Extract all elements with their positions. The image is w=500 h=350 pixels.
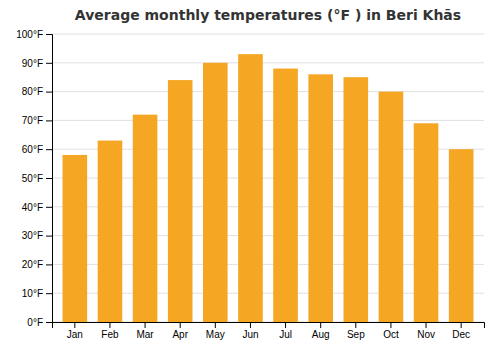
tick: Mar [136,322,154,340]
bar [379,92,404,322]
tick-label: Sep [347,329,365,340]
tick-label: Aug [312,329,330,340]
tick-label: Oct [383,329,399,340]
axis-line [46,35,53,323]
tick-mark [390,322,391,328]
bar [449,149,474,322]
tick-mark [46,34,52,35]
tick: Feb [101,322,119,340]
tick-label: Nov [417,329,435,340]
y-axis: 0°F 10°F 20°F 30°F 40°F 50°F 60°F 70°F 80°F 90°F 1… [16,29,52,328]
tick: 20°F [22,259,52,270]
tick: Apr [172,322,188,340]
tick-label: 80°F [22,86,43,97]
tick-mark [215,322,216,328]
tick: Oct [383,322,399,340]
tick: Jan [67,322,83,340]
tick-label: 30°F [22,230,43,241]
tick-mark [109,322,110,328]
tick-label: May [206,329,225,340]
grid [52,34,484,322]
tick: 50°F [22,173,52,184]
grid-line [52,34,484,35]
grid-line [52,120,484,121]
tick-label: Feb [101,329,119,340]
tick-mark [461,322,462,328]
bar [414,123,439,322]
tick-label: Jan [67,329,83,340]
x-axis: Jan Feb Mar Apr May Jun Jul Aug Sep Oct Nov Dec [53,322,485,340]
tick: 0°F [27,317,52,328]
tick-label: Mar [136,329,154,340]
tick: Nov [417,322,435,340]
tick: 70°F [22,115,52,126]
tick-mark [46,120,52,121]
bar [308,74,333,322]
tick-mark [46,236,52,237]
tick: 30°F [22,230,52,241]
tick-mark [250,322,251,328]
tick-mark [320,322,321,328]
tick: 80°F [22,86,52,97]
tick: Dec [452,322,470,340]
tick: 40°F [22,202,52,213]
tick: Aug [312,322,330,340]
tick-mark [74,322,75,328]
tick: 100°F [16,29,52,40]
tick: Sep [347,322,365,340]
tick-mark [285,322,286,328]
bar [203,63,228,322]
bar [273,69,298,322]
tick: 10°F [22,288,52,299]
grid-line [52,62,484,63]
chart: 0°F 10°F 20°F 30°F 40°F 50°F 60°F 70°F 80°F 90°F 1… [0,0,500,350]
bar [168,80,193,322]
tick: Jun [242,322,258,340]
tick-label: 10°F [22,288,43,299]
tick-label: 70°F [22,115,43,126]
tick-mark [46,322,52,323]
tick-mark [145,322,146,328]
tick: 90°F [22,58,52,69]
bar [133,115,158,322]
tick-mark [426,322,427,328]
bar [238,54,263,322]
tick-mark [46,264,52,265]
tick-label: 90°F [22,58,43,69]
tick-label: Apr [172,329,188,340]
tick-mark [46,293,52,294]
tick: May [206,322,225,340]
tick-label: 50°F [22,173,43,184]
tick-label: Jul [279,329,292,340]
tick-label: 60°F [22,144,43,155]
bar [344,77,369,322]
tick-label: 0°F [27,317,43,328]
bar [98,141,123,322]
tick: 60°F [22,144,52,155]
tick-mark [46,178,52,179]
tick-mark [46,207,52,208]
axis-line [53,323,485,329]
tick-mark [46,63,52,64]
plot: 0°F 10°F 20°F 30°F 40°F 50°F 60°F 70°F 80°F 90°F 1… [16,29,484,340]
tick-label: Jun [242,329,258,340]
tick-mark [46,149,52,150]
tick-label: 40°F [22,202,43,213]
bars [63,54,474,322]
tick-mark [180,322,181,328]
tick-label: 20°F [22,259,43,270]
tick-mark [46,92,52,93]
grid-line [52,91,484,92]
tick-mark [355,322,356,328]
tick-label: Dec [452,329,470,340]
title: Average monthly temperatures (°F ) in Be… [75,7,461,23]
tick-label: 100°F [16,29,43,40]
tick: Jul [279,322,292,340]
bar [63,155,88,322]
